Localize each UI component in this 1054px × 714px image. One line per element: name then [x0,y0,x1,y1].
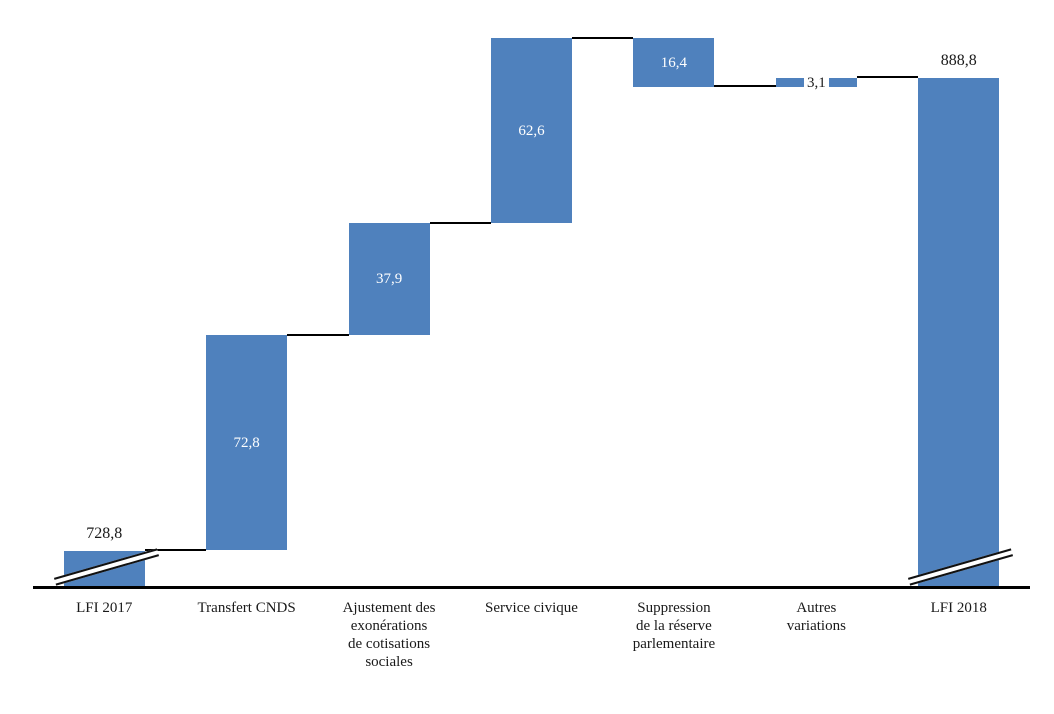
x-axis-label: Service civique [485,600,578,616]
connector-line [287,333,349,336]
x-axis-line [33,586,1030,589]
bar-value-label-text: 3,1 [803,74,829,92]
bar-value-label: 728,8 [86,524,123,542]
bar-value-label: 16,4 [660,54,688,71]
waterfall-bar [206,335,288,551]
connector-line [714,85,776,88]
bar-value-label: 3,1 [766,74,867,92]
x-axis-label: LFI 2017 [76,600,133,616]
x-axis-label: Autres variations [786,600,846,634]
bar-value-label: 37,9 [375,271,403,288]
x-axis-label: Transfert CNDS [197,600,296,616]
bar-value-label: 62,6 [518,122,545,139]
waterfall-bar [633,38,715,87]
x-axis-label: Suppression de la réserve parlementaire [632,600,716,652]
x-axis-label: LFI 2018 [930,600,987,616]
waterfall-bar [918,77,1000,588]
connector-line [572,36,634,39]
connector-line [144,549,207,551]
bar-value-label: 888,8 [940,51,977,69]
x-axis-label: Ajustement des exonérations de cotisatio… [342,600,436,670]
waterfall-bar [348,223,430,336]
bar-value-label: 72,8 [233,434,260,451]
waterfall-bar [491,38,572,224]
connector-line [429,221,491,224]
connector-line [856,76,919,79]
